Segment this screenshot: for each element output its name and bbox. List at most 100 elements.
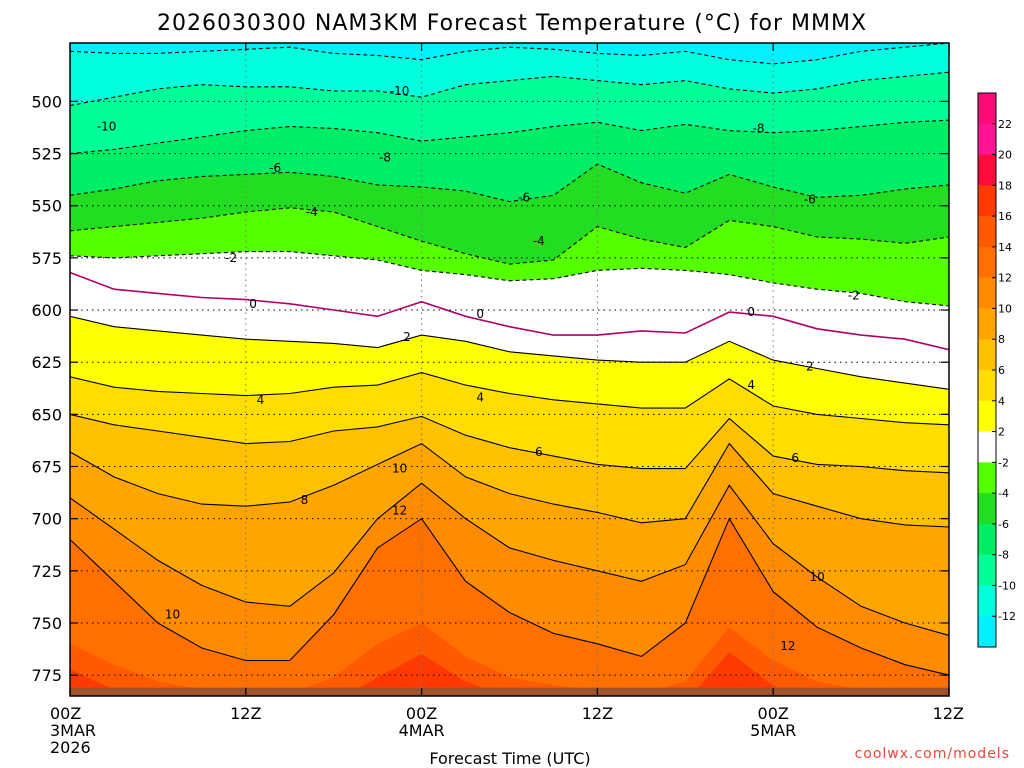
colorbar-swatch bbox=[978, 462, 996, 494]
contour-label: -2 bbox=[848, 288, 860, 302]
colorbar-swatch bbox=[978, 339, 996, 371]
colorbar-swatch bbox=[978, 277, 996, 309]
isotherm--6 bbox=[70, 163, 949, 203]
contour-label: 2 bbox=[403, 330, 411, 344]
contour-label: -8 bbox=[753, 122, 765, 136]
grid-lines bbox=[70, 43, 949, 696]
x-axis-label: Forecast Time (UTC) bbox=[429, 749, 590, 768]
isotherm-10 bbox=[70, 482, 949, 637]
contour-label: 10 bbox=[165, 608, 180, 622]
colorbar-label: 4 bbox=[998, 395, 1005, 408]
colorbar-label: -4 bbox=[998, 487, 1009, 500]
y-tick-label: 525 bbox=[31, 145, 62, 164]
contour-label: 2 bbox=[806, 359, 814, 373]
colorbar-label: -6 bbox=[998, 518, 1009, 531]
contour-label: -8 bbox=[379, 151, 391, 165]
colorbar-label: -10 bbox=[998, 579, 1016, 592]
colorbar-swatch bbox=[978, 554, 996, 586]
colorbar-label: 10 bbox=[998, 302, 1012, 315]
contour-label: -4 bbox=[533, 234, 545, 248]
isotherm--2 bbox=[70, 251, 949, 307]
colorbar-swatch bbox=[978, 523, 996, 556]
contour-label: 0 bbox=[249, 297, 257, 311]
colorbar-label: 8 bbox=[998, 333, 1005, 346]
temperature-bands bbox=[70, 43, 949, 696]
plot-frame bbox=[69, 42, 950, 697]
credit-text: coolwx.com/models bbox=[855, 746, 1010, 762]
y-tick-label: 700 bbox=[31, 510, 62, 529]
colorbar-swatch bbox=[978, 585, 996, 617]
y-tick-label: 600 bbox=[31, 301, 62, 320]
contour-label: -6 bbox=[269, 161, 281, 175]
contour-label: -6 bbox=[518, 190, 530, 204]
y-tick-label: 650 bbox=[31, 405, 62, 424]
colorbar-label: 12 bbox=[998, 272, 1012, 285]
x-tick-date: 3MAR bbox=[50, 721, 96, 740]
colorbar-swatch bbox=[978, 93, 996, 125]
y-tick-label: 750 bbox=[31, 614, 62, 633]
contour-label: 12 bbox=[392, 503, 407, 517]
colorbar: 22 20 18 16 14 12 10 8 6 4 2 -2 -4 -6 -8 -10 -12 bbox=[977, 92, 1016, 648]
x-tick-label: 00Z bbox=[406, 704, 437, 723]
plot-area: -10 -10 -8 -8 -6 -6 -6 -4 -4 -2 -2 0 0 0 2 2 4 4 4 6 6 8 10 10 1… bbox=[69, 42, 950, 697]
isotherm--10 bbox=[70, 71, 949, 107]
contour-label: 10 bbox=[392, 462, 407, 476]
colorbar-label: -12 bbox=[998, 610, 1016, 623]
x-tick-date: 4MAR bbox=[399, 721, 445, 740]
colorbar-label: 2 bbox=[998, 426, 1005, 439]
contour-label: 0 bbox=[476, 307, 484, 321]
colorbar-swatch bbox=[978, 123, 996, 156]
y-tick-label: 500 bbox=[31, 92, 62, 111]
contour-labels: -10 -10 -8 -8 -6 -6 -6 -4 -4 -2 -2 0 0 0 2 2 4 4 4 6 6 8 10 10 1… bbox=[97, 84, 860, 653]
colorbar-swatch bbox=[978, 431, 996, 463]
contour-label: 8 bbox=[301, 493, 309, 507]
x-tick-label: 12Z bbox=[230, 704, 261, 723]
y-tick-label: 675 bbox=[31, 458, 62, 477]
isotherm-8 bbox=[70, 442, 949, 528]
colorbar-label: 6 bbox=[998, 364, 1005, 377]
contour-label: 10 bbox=[810, 570, 825, 584]
colorbar-swatch bbox=[978, 370, 996, 402]
contour-label: -6 bbox=[804, 192, 816, 206]
isotherm-0 bbox=[70, 271, 949, 351]
x-tick-year: 2026 bbox=[50, 738, 91, 757]
x-tick-label: 12Z bbox=[582, 704, 613, 723]
isotherm--12 bbox=[70, 43, 949, 65]
x-tick-label: 12Z bbox=[933, 704, 964, 723]
colorbar-swatch bbox=[978, 616, 996, 648]
colorbar-label: 20 bbox=[998, 149, 1012, 162]
contour-label: -10 bbox=[97, 119, 117, 133]
isotherm-12 bbox=[70, 517, 949, 676]
x-tick-label: 00Z bbox=[50, 704, 81, 723]
colorbar-swatch bbox=[978, 400, 996, 433]
isotherm-6 bbox=[70, 413, 949, 474]
contour-label: 12 bbox=[780, 639, 795, 653]
colorbar-label: 18 bbox=[998, 179, 1012, 192]
y-tick-label: 575 bbox=[31, 249, 62, 268]
x-tick-date: 5MAR bbox=[750, 721, 796, 740]
colorbar-swatch bbox=[978, 246, 996, 279]
contour-label: 4 bbox=[476, 391, 484, 405]
isotherm--4 bbox=[70, 207, 949, 265]
contour-label: 6 bbox=[535, 445, 543, 459]
colorbar-swatch bbox=[978, 308, 996, 340]
y-tick-label: 550 bbox=[31, 197, 62, 216]
x-tick-label: 00Z bbox=[758, 704, 789, 723]
colorbar-swatch bbox=[978, 185, 996, 217]
isotherm-contours bbox=[70, 43, 949, 676]
contour-label: 4 bbox=[747, 378, 755, 392]
contour-label: -10 bbox=[390, 84, 410, 98]
y-tick-label: 625 bbox=[31, 353, 62, 372]
contour-label: -4 bbox=[306, 205, 318, 219]
y-tick-label: 775 bbox=[31, 666, 62, 685]
colorbar-swatch bbox=[978, 154, 996, 186]
colorbar-label: 22 bbox=[998, 118, 1012, 131]
colorbar-swatch bbox=[978, 493, 996, 525]
colorbar-swatch bbox=[978, 216, 996, 248]
contour-label: 4 bbox=[257, 393, 265, 407]
y-tick-label: 725 bbox=[31, 562, 62, 581]
isotherm-2 bbox=[70, 315, 949, 390]
